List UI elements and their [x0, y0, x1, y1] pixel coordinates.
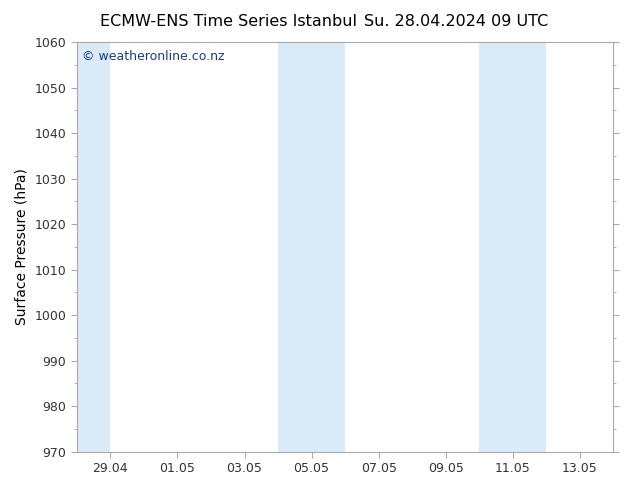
Bar [278, 42, 345, 452]
Bar [479, 42, 547, 452]
Text: ECMW-ENS Time Series Istanbul: ECMW-ENS Time Series Istanbul [100, 14, 357, 29]
Text: Su. 28.04.2024 09 UTC: Su. 28.04.2024 09 UTC [365, 14, 548, 29]
Bar [77, 42, 110, 452]
Text: © weatheronline.co.nz: © weatheronline.co.nz [82, 50, 224, 63]
Y-axis label: Surface Pressure (hPa): Surface Pressure (hPa) [15, 169, 29, 325]
